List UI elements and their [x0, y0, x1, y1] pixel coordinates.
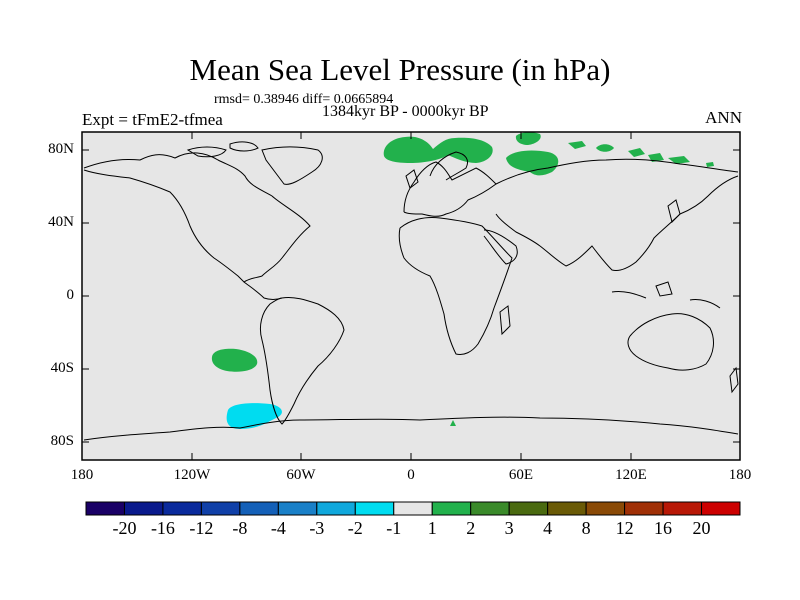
north-america-coast — [83, 152, 311, 283]
colorbar-label-2: -12 — [189, 518, 214, 538]
antarctic-coast-high — [450, 420, 456, 426]
colorbar-label-6: -2 — [347, 518, 363, 538]
colorbar-box-11 — [508, 501, 549, 516]
lon-label-60w: 60W — [286, 467, 316, 483]
east-siberian-high-5 — [668, 156, 690, 164]
europe-coast — [403, 161, 497, 217]
lon-label-0: 0 — [407, 467, 415, 483]
colorbar-box-7 — [354, 501, 395, 516]
colorbar-box-6 — [316, 501, 356, 516]
colorbar-box-14 — [624, 501, 664, 516]
lon-label-180w: 180 — [70, 467, 94, 483]
south-america-coast — [259, 297, 345, 425]
colorbar-box-16 — [701, 501, 741, 516]
arabia-coast — [483, 229, 518, 265]
colorbar-label-15: 20 — [692, 518, 711, 538]
colorbar-label-3: -8 — [232, 518, 248, 538]
scandinavia-coast — [429, 151, 469, 181]
central-america-coast — [243, 281, 283, 300]
amundsen-sea-low-region — [226, 403, 282, 429]
colorbar-label-7: -1 — [386, 518, 402, 538]
colorbar-label-12: 8 — [581, 518, 591, 538]
east-siberian-high-2 — [596, 144, 614, 152]
coastlines — [83, 141, 739, 441]
lat-label-40s: 40S — [50, 360, 74, 376]
latitude-ticks — [82, 149, 740, 443]
east-siberian-high-4 — [648, 153, 664, 162]
east-siberian-high-1 — [568, 141, 586, 149]
antarctica-coast — [83, 416, 739, 441]
great-britain-coast — [405, 169, 419, 189]
lon-label-120w: 120W — [173, 467, 211, 483]
colorbar-label-9: 2 — [466, 518, 476, 538]
colorbar-box-9 — [431, 501, 472, 516]
asia-coast — [495, 158, 739, 271]
colorbar-box-8 — [393, 501, 433, 516]
kara-sea-high-region — [515, 132, 541, 145]
colorbar-box-12 — [547, 501, 587, 516]
colorbar-label-1: -16 — [150, 518, 175, 538]
lat-label-0: 0 — [66, 287, 75, 303]
new-zealand-coast — [729, 366, 739, 394]
lat-label-40n: 40N — [48, 214, 74, 230]
colorbar-label-11: 4 — [543, 518, 553, 538]
colorbar-box-4 — [239, 501, 279, 516]
south-pacific-high-region — [211, 348, 258, 372]
lat-label-80n: 80N — [48, 141, 74, 157]
colorbar-box-2 — [162, 501, 202, 516]
longitude-ticks — [81, 132, 741, 460]
rmsd-diff-stats: rmsd= 0.38946 diff= 0.0665894 — [214, 92, 394, 107]
axis-ticks — [81, 132, 741, 460]
colorbar-label-13: 12 — [615, 518, 634, 538]
colorbar-label-5: -3 — [309, 518, 325, 538]
canadian-archipelago — [186, 141, 259, 158]
colorbar-box-0 — [85, 501, 125, 516]
siberia-high-region — [506, 150, 559, 176]
colorbar-box-1 — [123, 501, 164, 516]
colorbar-box-13 — [585, 501, 626, 516]
colorbar-label-14: 16 — [654, 518, 673, 538]
southeast-asia-islands — [611, 281, 721, 309]
lat-label-80s: 80S — [50, 433, 74, 449]
lon-label-60e: 60E — [508, 467, 534, 483]
greenland-coast — [261, 146, 323, 185]
plot-title: Mean Sea Level Pressure (in hPa) — [189, 52, 611, 87]
colorbar-box-15 — [662, 501, 703, 516]
east-siberian-high-6 — [706, 162, 714, 167]
season-label: ANN — [705, 108, 742, 127]
colorbar-box-10 — [470, 501, 510, 516]
colorbar-label-4: -4 — [270, 518, 286, 538]
madagascar-coast — [499, 305, 511, 336]
experiment-label: Expt = tFmE2-tfmea — [82, 110, 223, 129]
east-siberian-high-3 — [628, 148, 645, 157]
japan-coast — [667, 199, 681, 223]
colorbar-label-0: -20 — [112, 518, 137, 538]
colorbar-label-10: 3 — [504, 518, 514, 538]
time-period: 1384kyr BP - 0000kyr BP — [322, 103, 489, 120]
colorbar-box-3 — [200, 501, 241, 516]
africa-coast — [398, 217, 513, 355]
australia-coast — [627, 313, 714, 371]
colorbar-box-5 — [277, 501, 318, 516]
colorbar-label-8: 1 — [427, 518, 437, 538]
lon-label-180e: 180 — [728, 467, 752, 483]
lon-label-120e: 120E — [615, 467, 647, 483]
